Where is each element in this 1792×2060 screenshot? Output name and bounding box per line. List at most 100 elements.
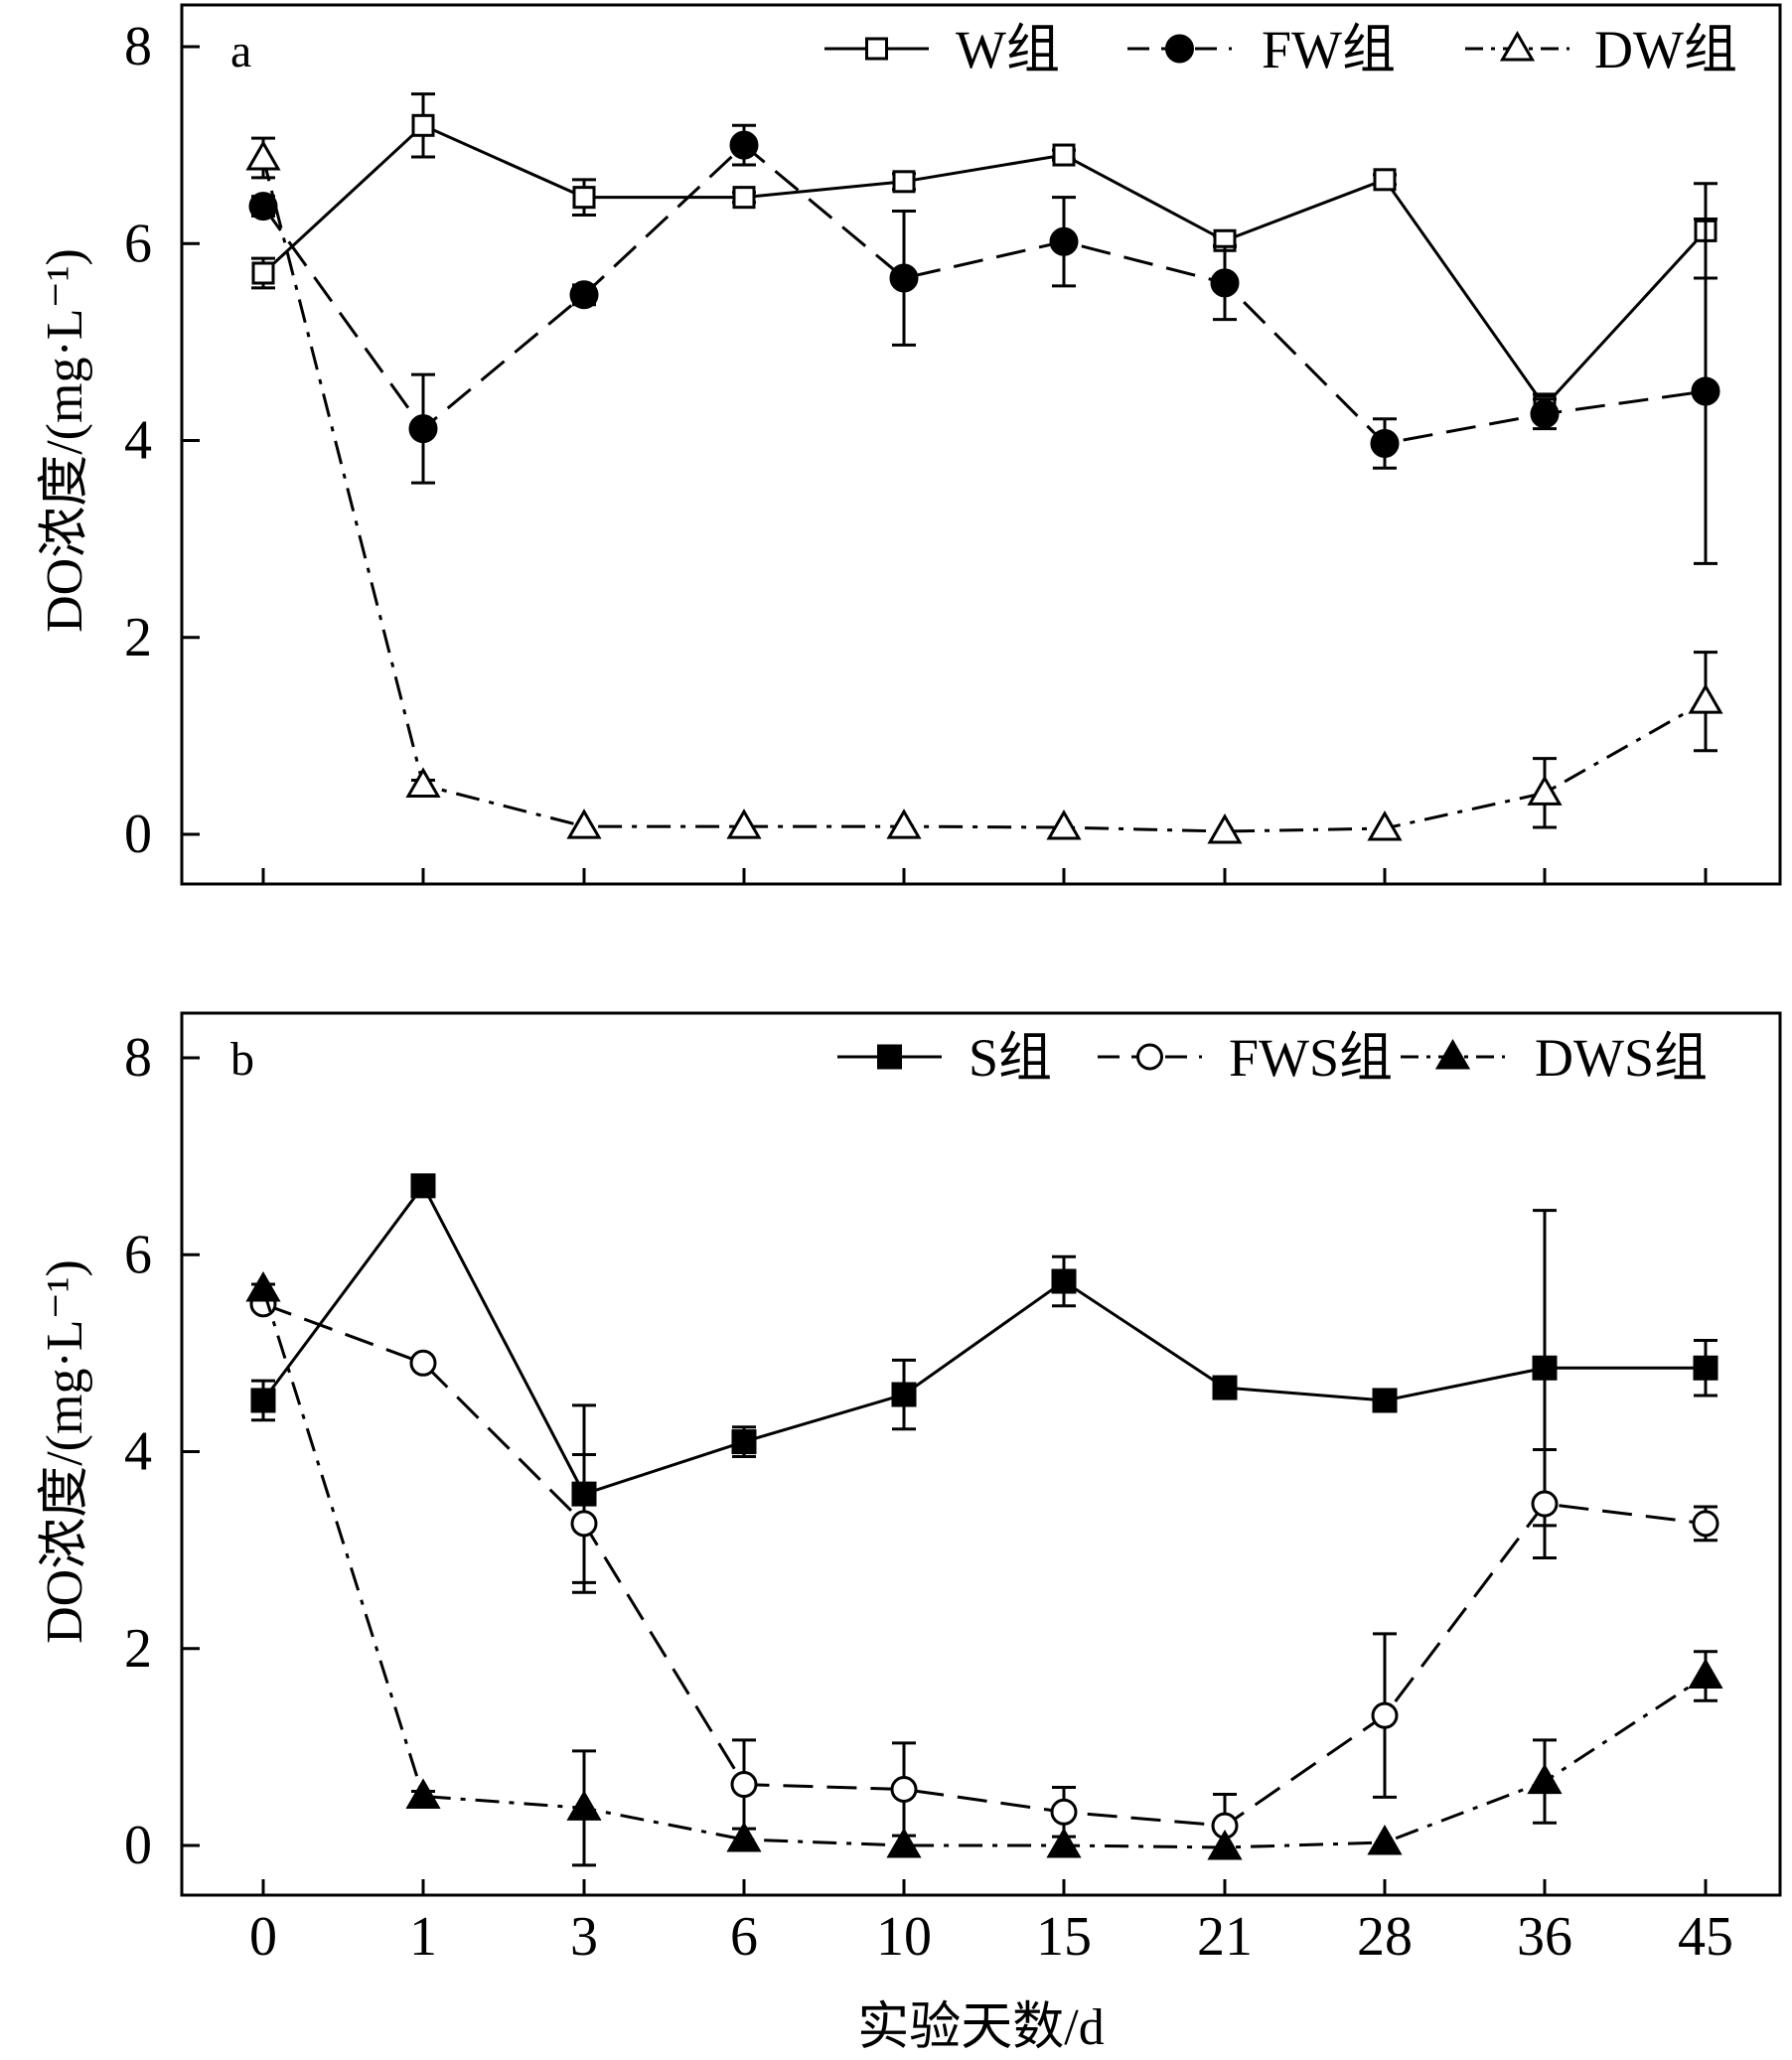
data-point bbox=[1693, 1355, 1718, 1381]
x-tick-label: 36 bbox=[1517, 1906, 1572, 1968]
x-tick-label: 28 bbox=[1357, 1906, 1413, 1968]
legend-marker bbox=[877, 1044, 902, 1070]
legend-marker bbox=[865, 37, 888, 61]
data-point bbox=[1373, 168, 1397, 192]
x-tick-label: 10 bbox=[876, 1906, 932, 1968]
data-point bbox=[1046, 809, 1082, 840]
data-point bbox=[1527, 1763, 1563, 1795]
y-tick-label: 4 bbox=[124, 410, 152, 472]
data-point bbox=[405, 1778, 441, 1809]
panel-label: b bbox=[230, 1033, 254, 1086]
data-point bbox=[1052, 143, 1076, 167]
data-point bbox=[731, 1429, 757, 1455]
data-point bbox=[566, 809, 602, 839]
data-point bbox=[411, 113, 435, 137]
series-1 bbox=[250, 1173, 1718, 1584]
series-line bbox=[261, 1183, 1706, 1496]
legend-label: DWS组 bbox=[1535, 1028, 1708, 1088]
legend-marker bbox=[1434, 1038, 1471, 1070]
data-point bbox=[1691, 376, 1720, 406]
data-point bbox=[726, 1822, 762, 1852]
y-tick-label: 6 bbox=[124, 213, 152, 274]
legend: S组 FWS组 DWS组 bbox=[837, 1028, 1708, 1088]
legend-label: DW组 bbox=[1594, 20, 1737, 79]
data-point bbox=[886, 809, 922, 839]
data-point bbox=[1367, 810, 1403, 841]
data-point bbox=[890, 1775, 918, 1803]
data-point bbox=[1367, 1825, 1403, 1855]
data-point bbox=[572, 186, 596, 210]
data-point bbox=[1207, 813, 1243, 844]
data-point bbox=[891, 1382, 917, 1407]
data-point bbox=[409, 1349, 437, 1377]
plot-frame bbox=[180, 1011, 1782, 1897]
data-point bbox=[1207, 1829, 1243, 1860]
legend-label: FWS组 bbox=[1229, 1028, 1393, 1088]
data-point bbox=[1692, 1510, 1719, 1538]
legend-label: FW组 bbox=[1262, 20, 1396, 79]
legend-marker bbox=[1165, 34, 1194, 64]
x-tick-label: 45 bbox=[1678, 1906, 1733, 1968]
series-3 bbox=[245, 136, 1723, 844]
data-point bbox=[1049, 226, 1079, 256]
series-3 bbox=[245, 1270, 1723, 1867]
data-point bbox=[1371, 1701, 1399, 1729]
legend-label: S组 bbox=[969, 1028, 1052, 1088]
series-1 bbox=[251, 92, 1717, 420]
data-point bbox=[1210, 268, 1240, 298]
data-point bbox=[250, 1388, 276, 1413]
data-point bbox=[1370, 428, 1400, 458]
data-point bbox=[1532, 1355, 1558, 1381]
y-axis-title: DO浓度/(mg·L⁻¹) bbox=[37, 248, 93, 633]
data-point bbox=[726, 809, 762, 839]
y-tick-label: 2 bbox=[124, 607, 152, 668]
data-point bbox=[1531, 1490, 1559, 1518]
data-point bbox=[729, 130, 759, 160]
data-point bbox=[405, 767, 441, 798]
data-point bbox=[1046, 1827, 1082, 1858]
panel-label: a bbox=[230, 25, 251, 77]
x-tick-label: 3 bbox=[570, 1906, 598, 1968]
data-point bbox=[1372, 1388, 1398, 1413]
chart-panel-a: 0 2 4 6 8 a DO浓度/(mg·L⁻¹) W组 FW组 DW组 bbox=[37, 3, 1782, 886]
y-tick-label: 4 bbox=[124, 1421, 152, 1483]
y-tick-label: 8 bbox=[124, 1027, 152, 1089]
data-point bbox=[569, 280, 599, 310]
data-point bbox=[892, 170, 916, 194]
y-tick-label: 6 bbox=[124, 1224, 152, 1285]
plot-frame bbox=[180, 3, 1782, 886]
data-point bbox=[1688, 683, 1723, 714]
data-point bbox=[570, 1510, 598, 1538]
x-tick-label: 6 bbox=[730, 1906, 758, 1968]
legend-label: W组 bbox=[956, 20, 1060, 79]
y-tick-label: 0 bbox=[124, 1815, 152, 1876]
x-tick-label: 0 bbox=[249, 1906, 277, 1968]
data-point bbox=[886, 1827, 922, 1858]
data-point bbox=[251, 261, 275, 285]
data-point bbox=[1212, 1375, 1238, 1400]
data-point bbox=[732, 186, 756, 210]
data-point bbox=[566, 1790, 602, 1821]
series-line bbox=[261, 1288, 1707, 1849]
x-tick-label: 15 bbox=[1036, 1906, 1092, 1968]
series-line bbox=[261, 123, 1708, 409]
data-point bbox=[1688, 1658, 1723, 1690]
data-point bbox=[248, 192, 278, 221]
data-point bbox=[1527, 775, 1563, 806]
y-tick-label: 0 bbox=[124, 804, 152, 865]
x-axis-title: 实验天数/d bbox=[857, 1999, 1104, 2056]
y-tick-label: 2 bbox=[124, 1618, 152, 1680]
x-tick-label: 21 bbox=[1197, 1906, 1253, 1968]
data-point bbox=[1050, 1798, 1078, 1826]
series-line bbox=[261, 157, 1707, 833]
x-tick-label: 1 bbox=[409, 1906, 437, 1968]
legend: W组 FW组 DW组 bbox=[824, 20, 1737, 79]
y-tick-label: 8 bbox=[124, 16, 152, 77]
data-point bbox=[1530, 399, 1560, 429]
series-line bbox=[261, 143, 1707, 446]
data-point bbox=[1051, 1268, 1077, 1294]
series-line bbox=[262, 1302, 1707, 1828]
legend-marker bbox=[1136, 1043, 1163, 1071]
